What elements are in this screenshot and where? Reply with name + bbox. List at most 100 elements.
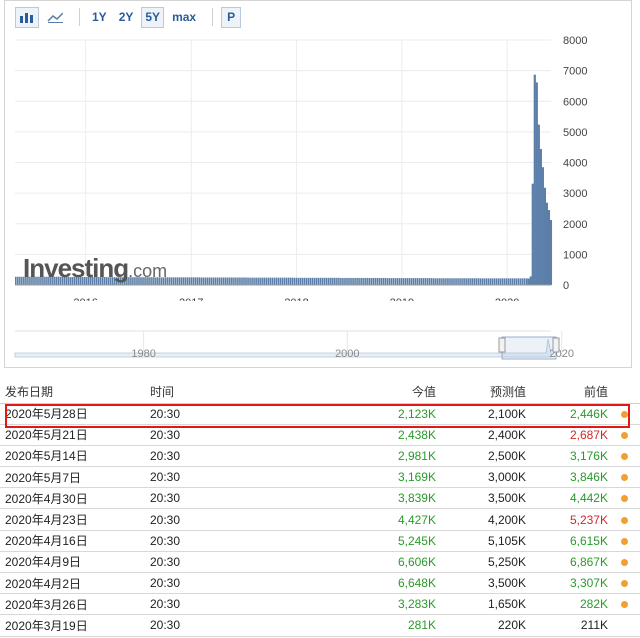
bar-baseline xyxy=(164,277,167,285)
row-previous: 6,867K xyxy=(526,551,608,574)
header-importance xyxy=(608,381,640,404)
bar-baseline xyxy=(402,278,405,285)
bar-baseline xyxy=(227,277,229,285)
bar-baseline xyxy=(378,277,381,285)
navigator-chart[interactable]: 1980 2000 2020 xyxy=(5,1,631,367)
bar-baseline xyxy=(372,277,375,285)
row-actual: 5,245K xyxy=(340,530,436,552)
toolbar-divider xyxy=(79,8,80,26)
bar-baseline xyxy=(511,278,514,285)
row-time: 20:30 xyxy=(150,403,340,425)
bar-baseline xyxy=(523,278,526,285)
bar xyxy=(545,202,549,285)
area-chart-type-button[interactable] xyxy=(43,7,67,28)
print-button[interactable]: P xyxy=(221,6,242,28)
bar-baseline xyxy=(47,276,49,285)
bar-baseline xyxy=(241,277,243,285)
header-previous[interactable]: 前值 xyxy=(526,381,608,404)
bar-baseline xyxy=(396,278,399,285)
bar-baseline xyxy=(103,277,106,285)
range-2y-button[interactable]: 2Y xyxy=(118,10,134,24)
bar-baseline xyxy=(138,277,140,285)
bar-chart-icon xyxy=(20,13,33,23)
header-date[interactable]: 发布日期 xyxy=(0,381,150,404)
bar-baseline xyxy=(89,277,92,285)
bar-baseline xyxy=(277,277,280,285)
bar xyxy=(539,148,542,285)
bar-baseline xyxy=(107,277,110,285)
row-forecast: 3,000K xyxy=(436,466,526,489)
header-forecast[interactable]: 预测值 xyxy=(436,381,526,404)
importance-dot-icon xyxy=(620,537,628,545)
bar-baseline xyxy=(43,276,45,285)
bar-baseline xyxy=(212,277,215,285)
bar-baseline xyxy=(186,277,189,285)
bar-baseline xyxy=(370,277,373,285)
bar-baseline xyxy=(321,277,324,285)
bar-baseline xyxy=(390,278,393,285)
bar-baseline xyxy=(487,278,490,285)
row-time: 20:30 xyxy=(150,530,340,552)
range-max-button[interactable]: max xyxy=(172,10,197,24)
bar-baseline xyxy=(259,277,261,285)
row-importance xyxy=(608,466,640,489)
bar-baseline xyxy=(184,277,187,285)
bar-baseline xyxy=(105,277,108,285)
bar-baseline xyxy=(340,277,342,285)
bar-baseline xyxy=(216,277,219,285)
bar-baseline xyxy=(128,277,130,285)
row-actual: 6,606K xyxy=(340,551,436,574)
bar-baseline xyxy=(336,277,338,285)
header-actual[interactable]: 今值 xyxy=(340,381,436,404)
bar-baseline xyxy=(134,277,136,285)
bar-baseline xyxy=(505,278,508,285)
bar-chart-type-button[interactable] xyxy=(15,6,39,28)
row-previous: 6,615K xyxy=(526,530,608,552)
bar-baseline xyxy=(200,277,203,285)
bar-baseline xyxy=(53,276,55,285)
release-history-table: 发布日期 时间 今值 预测值 前值 2020年5月28日 20:30 2,123K 2… xyxy=(0,381,640,637)
bar-baseline xyxy=(168,277,171,285)
bar-baseline xyxy=(99,277,102,285)
bar-baseline xyxy=(85,277,88,285)
row-importance xyxy=(608,445,640,468)
bar-baseline xyxy=(414,278,417,285)
bar-baseline xyxy=(362,277,364,285)
bar-baseline xyxy=(509,278,512,285)
bar-baseline xyxy=(61,277,64,285)
bar-baseline xyxy=(111,277,114,285)
row-actual: 281K xyxy=(340,614,436,637)
row-importance xyxy=(608,530,640,552)
bar-baseline xyxy=(69,277,72,285)
table-row: 2020年5月21日 20:30 2,438K 2,400K 2,687K xyxy=(0,424,640,446)
navigator-selection[interactable] xyxy=(501,336,557,360)
bar-baseline xyxy=(279,277,282,285)
bar-baseline xyxy=(63,277,66,285)
bar-baseline xyxy=(273,277,276,285)
bar-baseline xyxy=(130,277,132,285)
bar-baseline xyxy=(303,277,306,285)
watermark-suffix: .com xyxy=(128,261,168,281)
row-previous: 3,846K xyxy=(526,466,608,489)
navigator-right-handle[interactable] xyxy=(552,337,560,353)
importance-dot-icon xyxy=(620,452,628,460)
range-1y-button[interactable]: 1Y xyxy=(92,10,107,24)
bar-baseline xyxy=(269,277,272,285)
bar-baseline xyxy=(382,277,385,285)
bar-baseline xyxy=(521,278,524,285)
bar-baseline xyxy=(214,277,217,285)
bar-baseline xyxy=(77,277,80,285)
bar-baseline xyxy=(239,277,241,285)
range-5y-button[interactable]: 5Y xyxy=(141,6,165,28)
bar-baseline xyxy=(261,277,263,285)
bar-baseline xyxy=(437,278,439,285)
bar-baseline xyxy=(392,278,395,285)
bar-baseline xyxy=(400,278,403,285)
row-date: 2020年3月26日 xyxy=(0,593,150,616)
navigator-left-handle[interactable] xyxy=(498,337,506,353)
row-time: 20:30 xyxy=(150,445,340,468)
header-time[interactable]: 时间 xyxy=(150,381,340,404)
bar-baseline xyxy=(287,277,290,285)
bar-baseline xyxy=(21,276,23,285)
bar-baseline xyxy=(499,278,502,285)
